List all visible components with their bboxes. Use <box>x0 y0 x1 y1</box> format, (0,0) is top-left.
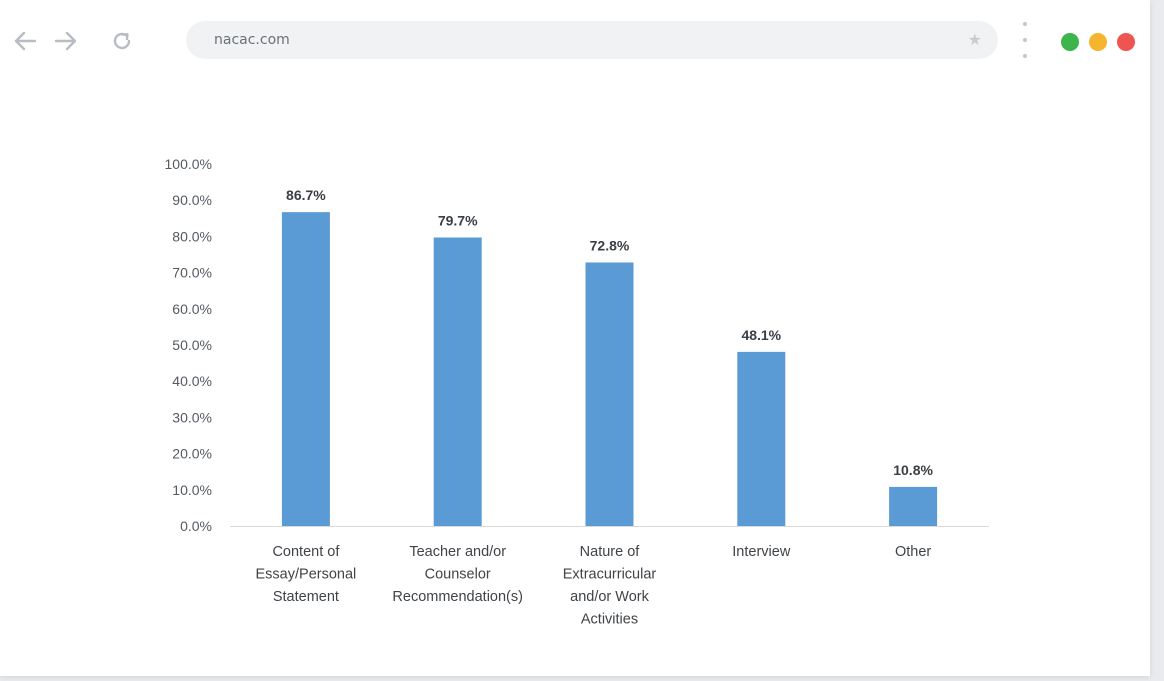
category-label: Teacher and/or Counselor Recommendation(s) <box>392 544 523 605</box>
category-label: Nature of Extracurricular and/or Work Activ… <box>563 544 657 628</box>
green-window-dot[interactable] <box>1061 33 1079 51</box>
address-bar[interactable]: nacac.com ★ <box>186 21 998 59</box>
bars <box>281 212 938 526</box>
red-window-dot[interactable] <box>1117 33 1135 51</box>
y-tick-label: 70.0% <box>172 265 212 281</box>
arrow-right-icon <box>54 31 77 51</box>
kebab-menu-icon[interactable] <box>1018 22 1032 58</box>
arrow-left-icon <box>14 31 37 51</box>
data-label: 72.8% <box>590 237 630 253</box>
data-label: 10.8% <box>893 462 933 478</box>
y-tick-label: 10.0% <box>172 482 212 498</box>
y-tick-label: 40.0% <box>172 373 212 389</box>
y-tick-label: 90.0% <box>172 192 212 208</box>
y-tick-label: 0.0% <box>180 518 212 534</box>
category-label: Other <box>895 544 931 560</box>
y-tick-label: 60.0% <box>172 301 212 317</box>
bar <box>585 262 634 526</box>
data-label: 86.7% <box>286 187 326 203</box>
star-icon[interactable]: ★ <box>967 32 982 49</box>
bar <box>281 212 330 526</box>
data-labels: 86.7% 79.7% 72.8% 48.1% 10.8% <box>286 187 933 478</box>
browser-toolbar: nacac.com ★ <box>0 0 1150 84</box>
reload-button[interactable] <box>107 26 137 56</box>
reload-icon <box>113 32 131 50</box>
data-label: 79.7% <box>438 212 478 228</box>
yellow-window-dot[interactable] <box>1089 33 1107 51</box>
bar <box>889 486 938 526</box>
y-axis: 0.0% 10.0% 20.0% 30.0% 40.0% 50.0% 60.0% 70.0% 8… <box>165 156 212 534</box>
y-tick-label: 20.0% <box>172 446 212 462</box>
forward-button[interactable] <box>51 26 81 56</box>
url-text: nacac.com <box>214 32 290 48</box>
y-tick-label: 100.0% <box>165 156 212 172</box>
bar <box>737 351 786 526</box>
y-tick-label: 30.0% <box>172 409 212 425</box>
back-button[interactable] <box>10 26 40 56</box>
data-label: 48.1% <box>741 327 781 343</box>
category-labels: Content of Essay/Personal Statement Teacher… <box>256 544 932 628</box>
y-tick-label: 80.0% <box>172 228 212 244</box>
category-label: Content of Essay/Personal Statement <box>256 544 357 605</box>
category-label: Interview <box>732 544 791 560</box>
y-tick-label: 50.0% <box>172 337 212 353</box>
bar <box>433 237 482 526</box>
